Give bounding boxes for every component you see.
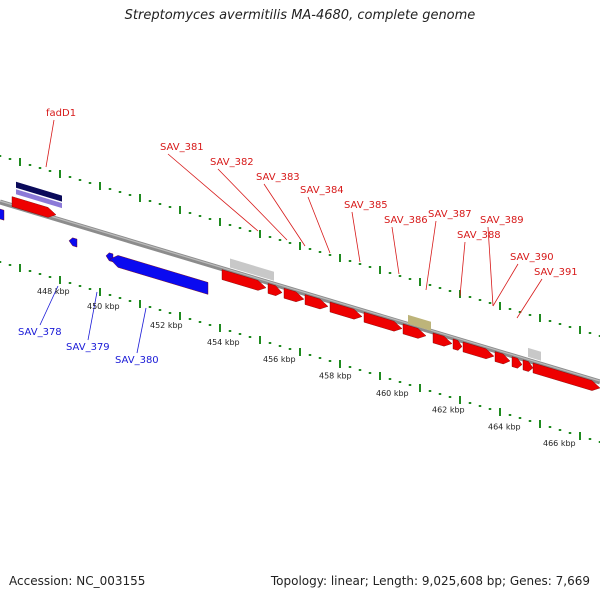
forward-gene-label: SAV_386 (384, 215, 428, 226)
leader-line (87, 291, 98, 341)
forward-gene-arrow (363, 311, 403, 332)
forward-gene-arrow (494, 351, 511, 365)
kbp-tick-label: 456 kbp (263, 355, 296, 364)
forward-gene-label: SAV_385 (344, 200, 388, 211)
forward-gene-arrow (462, 341, 495, 360)
leader-line (45, 119, 55, 168)
forward-gene-arrow (267, 283, 283, 296)
leader-line (492, 263, 519, 307)
genome-backbone (0, 199, 600, 385)
pseudo-gene-bar-small (528, 347, 541, 361)
leader-line (263, 183, 306, 247)
reverse-gene-label: SAV_380 (115, 355, 159, 366)
gene-features (0, 181, 600, 391)
pseudo-gene-bar (230, 258, 274, 281)
forward-gene-arrow (221, 269, 267, 291)
leader-line (516, 278, 543, 319)
forward-gene-arrow (511, 356, 523, 369)
forward-gene-arrow (452, 338, 463, 351)
fadD1-gene-bar-light (16, 189, 62, 209)
forward-gene-label: SAV_384 (300, 185, 344, 196)
kbp-tick-label: 460 kbp (376, 389, 409, 398)
forward-gene-arrow (532, 362, 600, 391)
leader-line (307, 196, 331, 254)
kbp-axis-labels: 448 kbp 450 kbp 452 kbp 454 kbp 456 kbp 458 k… (37, 287, 576, 448)
kbp-tick-label: 464 kbp (488, 422, 521, 431)
kbp-tick-label: 462 kbp (432, 406, 465, 415)
kbp-tick-label: 452 kbp (150, 321, 183, 330)
forward-gene-label: SAV_387 (428, 209, 472, 220)
leader-line (39, 285, 59, 326)
forward-strand-ticks (0, 155, 600, 337)
forward-gene-fadD1-arrow (11, 196, 57, 218)
leader-line (167, 153, 259, 232)
forward-gene-arrow (329, 301, 363, 320)
reverse-strand-ticks (0, 261, 600, 443)
reverse-gene-arrow (0, 208, 5, 221)
forward-gene-label: fadD1 (46, 108, 76, 119)
backbone-line (0, 199, 600, 385)
forward-gene-label: SAV_382 (210, 157, 254, 168)
genome-title: Streptomyces avermitilis MA-4680, comple… (124, 8, 476, 23)
forward-gene-arrow (402, 323, 427, 339)
leader-line (425, 220, 437, 291)
forward-gene-label: SAV_381 (160, 142, 204, 153)
leader-line (487, 226, 494, 307)
fadD1-gene-bar (16, 181, 62, 202)
leader-line (459, 241, 466, 297)
forward-gene-label: SAV_383 (256, 172, 300, 183)
kbp-tick-label: 466 kbp (543, 439, 576, 448)
leader-line (391, 226, 400, 275)
forward-gene-arrow (283, 287, 305, 303)
leader-line (136, 307, 147, 354)
forward-gene-label: SAV_389 (480, 215, 524, 226)
backbone-highlight (0, 200, 600, 382)
forward-gene-label: SAV_388 (457, 230, 501, 241)
reverse-gene-label: SAV_379 (66, 342, 110, 353)
misc-feature-bar (408, 314, 431, 331)
label-leader-lines (39, 119, 543, 354)
kbp-tick-label: 458 kbp (319, 372, 352, 381)
leader-line (351, 211, 361, 263)
kbp-tick-label: 450 kbp (87, 302, 120, 311)
gene-labels: fadD1 SAV_381 SAV_382SAV_383SAV_384SAV_385… (18, 108, 578, 366)
reverse-gene-arrow (109, 255, 209, 295)
forward-gene-label: SAV_390 (510, 252, 554, 263)
forward-gene-arrow (304, 294, 329, 310)
kbp-tick-label: 448 kbp (37, 287, 70, 296)
reverse-gene-label: SAV_378 (18, 327, 62, 338)
genome-summary-text: Topology: linear; Length: 9,025,608 bp; … (270, 574, 590, 588)
kbp-tick-label: 454 kbp (207, 338, 240, 347)
forward-gene-arrow (432, 332, 453, 347)
reverse-gene-arrow (68, 237, 78, 248)
accession-text: Accession: NC_003155 (9, 574, 146, 588)
leader-line (217, 168, 288, 241)
forward-gene-label: SAV_391 (534, 267, 578, 278)
forward-gene-arrow (522, 359, 534, 372)
